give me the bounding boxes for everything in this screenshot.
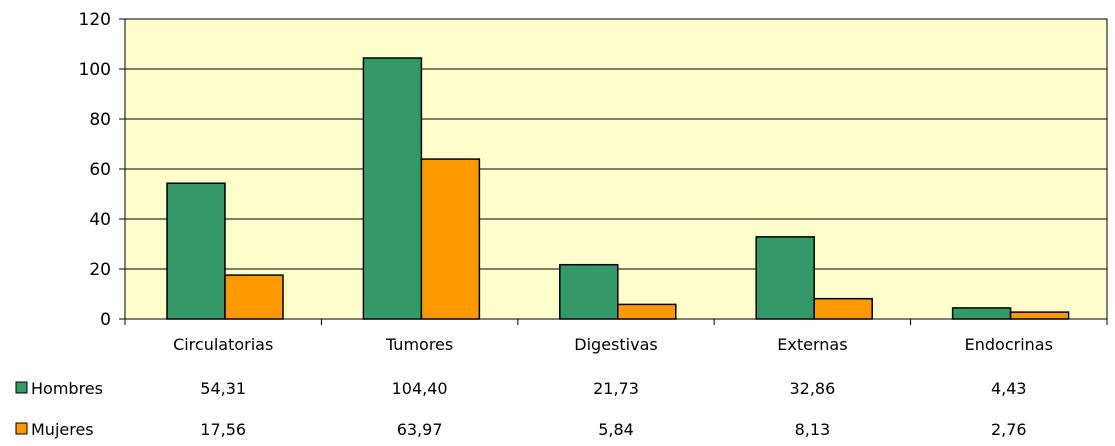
data-label: 5,84 <box>598 420 634 439</box>
y-tick-label: 40 <box>89 210 111 230</box>
bar-mujeres-digestivas <box>618 304 676 319</box>
bar-hombres-circulatorias <box>167 183 225 319</box>
x-tick-label: Circulatorias <box>173 335 273 354</box>
legend-label: Hombres <box>31 379 103 398</box>
legend-key-hombres <box>16 382 27 393</box>
x-tick-label: Endocrinas <box>965 335 1053 354</box>
bar-hombres-tumores <box>363 58 421 319</box>
y-tick-label: 100 <box>79 60 111 80</box>
x-axis: Circulatorias Tumores Digestivas Externas En… <box>125 319 1107 354</box>
data-label: 63,97 <box>397 420 443 439</box>
bar-mujeres-externas <box>814 299 872 319</box>
legend-label: Mujeres <box>31 420 94 439</box>
data-label: 54,31 <box>200 379 246 398</box>
x-tick-label: Externas <box>777 335 847 354</box>
y-tick-label: 80 <box>89 110 111 130</box>
data-label: 17,56 <box>200 420 246 439</box>
data-label: 8,13 <box>795 420 831 439</box>
data-label: 2,76 <box>991 420 1027 439</box>
y-tick-label: 60 <box>89 160 111 180</box>
x-tick-label: Tumores <box>385 335 453 354</box>
y-axis: 0 20 40 60 80 100 120 <box>79 10 125 330</box>
x-tick-label: Digestivas <box>574 335 657 354</box>
y-tick-label: 0 <box>100 310 111 330</box>
data-label: 32,86 <box>789 379 835 398</box>
bar-hombres-externas <box>756 237 814 319</box>
y-tick-label: 120 <box>79 10 111 30</box>
y-tick-label: 20 <box>89 260 111 280</box>
data-table: Hombres 54,31 104,40 21,73 32,86 4,43 Mujeres 1… <box>16 379 1027 439</box>
bar-mujeres-circulatorias <box>225 275 283 319</box>
legend-key-mujeres <box>16 423 27 434</box>
bar-mujeres-endocrinas <box>1011 312 1069 319</box>
bar-hombres-endocrinas <box>953 308 1011 319</box>
bar-mujeres-tumores <box>421 159 479 319</box>
data-label: 21,73 <box>593 379 639 398</box>
data-label: 4,43 <box>991 379 1027 398</box>
data-label: 104,40 <box>392 379 448 398</box>
bar-hombres-digestivas <box>560 265 618 319</box>
